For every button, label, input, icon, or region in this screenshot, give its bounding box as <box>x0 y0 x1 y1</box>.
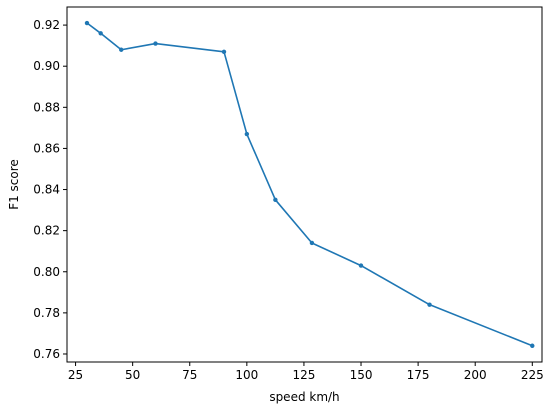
y-tick-label: 0.88 <box>33 100 60 114</box>
x-tick-label: 175 <box>407 368 430 382</box>
y-tick-label: 0.82 <box>33 224 60 238</box>
data-point <box>153 41 158 46</box>
data-point <box>273 197 278 203</box>
plot-area <box>66 6 543 363</box>
x-tick-label: 150 <box>350 368 373 382</box>
y-tick-label: 0.78 <box>33 306 60 320</box>
data-point <box>309 240 315 246</box>
y-tick-label: 0.92 <box>33 18 60 32</box>
y-tick-label: 0.76 <box>33 347 60 361</box>
series-line <box>86 22 533 347</box>
data-point <box>221 49 227 55</box>
data-point <box>244 131 250 137</box>
x-tick-label: 50 <box>125 368 140 382</box>
x-tick-label: 125 <box>292 368 315 382</box>
x-tick-label: 75 <box>182 368 197 382</box>
data-point <box>98 31 103 36</box>
axis-ticks: 25 50 75 100 125 150 175 200 225 0.76 0.78 0.80 0.82… <box>33 18 543 382</box>
x-tick-label: 100 <box>235 368 258 382</box>
x-tick-label: 25 <box>68 368 83 382</box>
data-point <box>427 302 432 307</box>
y-tick-label: 0.86 <box>33 141 60 155</box>
x-tick-label: 225 <box>521 368 544 382</box>
y-tick-label: 0.80 <box>33 265 60 279</box>
data-point <box>530 343 535 348</box>
y-tick-label: 0.84 <box>33 183 60 197</box>
axes-frame <box>66 6 543 363</box>
x-axis-label: speed km/h <box>269 390 339 404</box>
y-axis-label: F1 score <box>7 159 21 210</box>
data-point <box>358 263 364 268</box>
data-point <box>119 47 124 52</box>
x-tick-label: 200 <box>464 368 487 382</box>
y-tick-label: 0.90 <box>33 59 60 73</box>
data-point <box>84 20 90 26</box>
